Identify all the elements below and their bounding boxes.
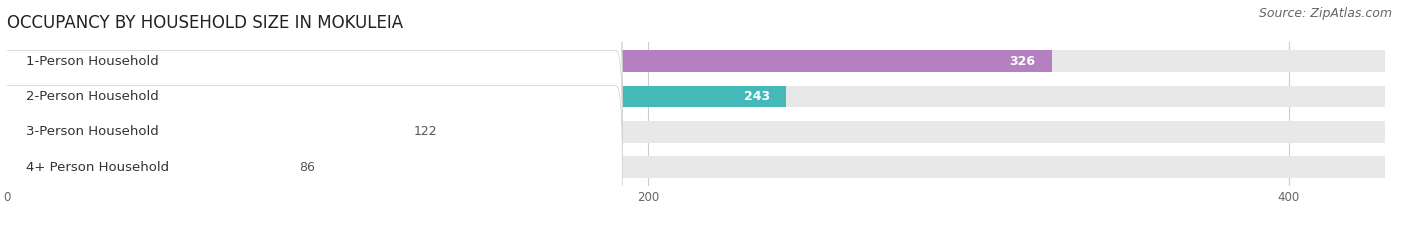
Bar: [7, 121, 1385, 143]
Text: 4+ Person Household: 4+ Person Household: [27, 161, 169, 174]
Text: 243: 243: [744, 90, 769, 103]
FancyBboxPatch shape: [0, 50, 623, 213]
FancyBboxPatch shape: [0, 86, 623, 233]
Text: 2-Person Household: 2-Person Household: [27, 90, 159, 103]
Text: 122: 122: [413, 125, 437, 138]
Bar: [7, 156, 283, 178]
Text: 3-Person Household: 3-Person Household: [27, 125, 159, 138]
Bar: [7, 50, 1052, 72]
Text: Source: ZipAtlas.com: Source: ZipAtlas.com: [1258, 7, 1392, 20]
Text: 326: 326: [1010, 55, 1036, 68]
Text: 86: 86: [298, 161, 315, 174]
Text: OCCUPANCY BY HOUSEHOLD SIZE IN MOKULEIA: OCCUPANCY BY HOUSEHOLD SIZE IN MOKULEIA: [7, 14, 404, 32]
Bar: [7, 86, 786, 107]
FancyBboxPatch shape: [0, 0, 623, 143]
FancyBboxPatch shape: [0, 15, 623, 178]
Text: 1-Person Household: 1-Person Household: [27, 55, 159, 68]
Bar: [7, 156, 1385, 178]
Bar: [7, 121, 398, 143]
Bar: [7, 86, 1385, 107]
Bar: [7, 50, 1385, 72]
